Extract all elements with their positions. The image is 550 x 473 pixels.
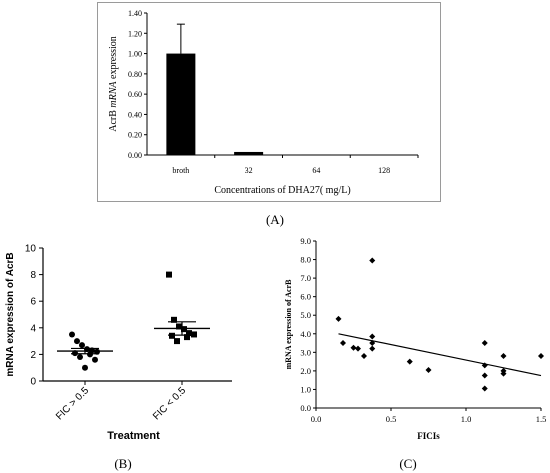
data-point <box>184 334 190 341</box>
data-point <box>191 331 197 338</box>
data-point <box>174 338 180 345</box>
x-axis-title: Concentrations of DHA27( mg/L) <box>214 185 350 196</box>
data-point <box>481 372 488 379</box>
data-point <box>82 364 88 371</box>
bar <box>369 154 399 156</box>
y-tick-label: 1.00 <box>128 50 142 59</box>
y-axis-title: mRNA expression of AcrB <box>284 279 293 370</box>
data-point <box>69 331 75 338</box>
data-point <box>340 340 346 347</box>
y-tick-label: 0.00 <box>128 151 142 160</box>
x-tick-label: FIC < 0.5 <box>151 385 188 422</box>
data-point <box>481 362 488 369</box>
data-point <box>169 332 175 339</box>
data-point <box>369 333 376 340</box>
trendline <box>338 333 542 377</box>
data-point <box>369 257 376 264</box>
y-tick-label: 0.60 <box>128 90 142 99</box>
data-point <box>361 353 367 360</box>
panel-c-label: (C) <box>399 456 416 471</box>
x-tick-label: 0.5 <box>386 414 397 424</box>
data-point <box>335 315 342 322</box>
panel-b-label: (B) <box>114 456 131 471</box>
y-tick-label: 0 <box>30 377 36 388</box>
data-point <box>350 344 357 351</box>
data-point <box>369 345 376 352</box>
data-point <box>538 353 544 360</box>
y-tick-label: 4.0 <box>300 329 311 339</box>
y-tick-label: 6.0 <box>300 292 311 302</box>
y-tick-label: 1.40 <box>128 9 142 18</box>
y-tick-label: 0.0 <box>300 403 311 413</box>
y-tick-label: 1.0 <box>300 384 311 394</box>
data-point <box>171 316 177 323</box>
data-point <box>369 340 376 347</box>
bar <box>301 154 331 156</box>
data-point <box>406 358 413 365</box>
y-tick-label: 1.20 <box>128 29 142 38</box>
data-point <box>77 354 83 361</box>
x-tick-label: 64 <box>312 166 320 175</box>
y-tick-label: 3.0 <box>300 347 311 357</box>
data-point <box>74 338 80 345</box>
y-tick-label: 2.0 <box>300 366 311 376</box>
y-tick-label: 0.20 <box>128 131 142 140</box>
panel-a-chart: 0.00 0.20 0.40 0.60 0.80 1.00 1.20 1.40 broth 32 6… <box>108 9 419 196</box>
x-tick-label: 32 <box>245 166 253 175</box>
x-axis-title: Treatment <box>107 430 160 442</box>
y-tick-label: 0.40 <box>128 110 142 119</box>
x-tick-label: broth <box>172 166 189 175</box>
panel-a-frame <box>97 2 441 202</box>
bar <box>166 53 196 156</box>
x-tick-label: 1.5 <box>536 414 547 424</box>
y-tick-label: 2 <box>30 350 36 361</box>
y-tick-label: 8 <box>30 270 36 281</box>
data-point <box>176 323 182 330</box>
x-tick-label: 1.0 <box>461 414 472 424</box>
data-point <box>500 370 507 377</box>
data-point <box>79 342 85 349</box>
panel-b-chart: 0 2 4 6 8 10 FIC > 0.5 FIC < 0.5 Treatment mRNA e… <box>5 244 232 442</box>
x-tick-label: 0.0 <box>311 414 322 424</box>
y-tick-label: 9.0 <box>300 236 311 246</box>
bar <box>234 151 264 155</box>
y-tick-label: 0.80 <box>128 70 142 79</box>
data-point <box>92 356 98 363</box>
x-tick-label: 128 <box>378 166 390 175</box>
data-point <box>355 345 361 352</box>
panel-a-label: (A) <box>266 212 284 227</box>
y-axis-title: mRNA expression of AcrB <box>5 252 16 376</box>
panel-c-chart: 0.0 1.0 2.0 3.0 4.0 5.0 6.0 7.0 8.0 9.0 0.0 0.5 1.0 1… <box>284 236 546 441</box>
y-tick-label: 6 <box>30 297 36 308</box>
data-point <box>500 353 507 360</box>
y-tick-label: 8.0 <box>300 255 311 265</box>
data-point <box>87 351 93 358</box>
x-axis-title: FICIs <box>417 431 440 441</box>
y-tick-label: 10 <box>25 244 37 255</box>
y-tick-label: 4 <box>30 323 36 334</box>
data-point <box>166 271 172 278</box>
y-tick-label: 7.0 <box>300 273 311 283</box>
data-point <box>481 340 488 347</box>
y-tick-label: 5.0 <box>300 310 311 320</box>
y-axis-title: AcrB mRNA expression <box>108 36 119 132</box>
data-point <box>425 366 432 373</box>
data-point <box>481 385 488 392</box>
x-tick-label: FIC > 0.5 <box>54 385 91 422</box>
data-point <box>186 330 192 337</box>
